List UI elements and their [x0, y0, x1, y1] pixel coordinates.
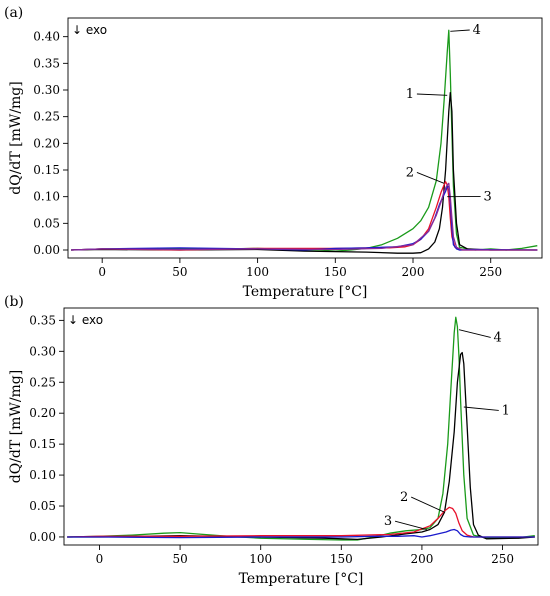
panel-b-x-axis-title: Temperature [°C] — [239, 571, 364, 587]
panel-a-x-tick-label: 200 — [402, 265, 425, 279]
panel-a-series-3-line — [71, 185, 538, 251]
panel-a-y-tick-label: 0.30 — [33, 83, 60, 97]
panel-a-label: (a) — [4, 5, 23, 21]
panel-b-y-tick-label: 0.35 — [29, 313, 56, 327]
panel-a-y-tick-label: 0.20 — [33, 136, 60, 150]
panel-b-y-tick-label: 0.20 — [29, 406, 56, 420]
panel-a-x-tick-label: 150 — [324, 265, 347, 279]
panel-b-curve-4-leader — [458, 329, 491, 338]
panel-a-series-extra-4-line — [71, 182, 538, 251]
panel-a-curve-4-leader — [450, 29, 470, 32]
panel-a-x-tick-label: 100 — [246, 265, 269, 279]
panel-b-plot-frame — [63, 307, 539, 546]
panel-a-x-tick-label: 50 — [172, 265, 187, 279]
panel-a-curve-4-label: 4 — [473, 23, 481, 38]
panel-a-curve-1-label: 1 — [406, 87, 414, 102]
panel-a-curve-2-leader — [416, 171, 445, 184]
panel-b-curve-2-leader — [410, 496, 445, 513]
panel-a-y-tick-label: 0.10 — [33, 190, 60, 204]
panel-a-plot-frame — [67, 17, 543, 259]
panel-b-y-tick-label: 0.25 — [29, 375, 56, 389]
panel-a-y-tick-label: 0.05 — [33, 216, 60, 230]
panel-a-y-tick-label: 0.25 — [33, 110, 60, 124]
panel-b-y-axis-title: dQ/dT [mW/mg] — [8, 370, 24, 483]
panel-b-series-4-line — [67, 316, 535, 541]
panel-b-y-tick-label: 0.15 — [29, 437, 56, 451]
panel-a-exo-annotation: ↓ exo — [72, 23, 107, 37]
panel-a-series-4-line — [71, 29, 538, 252]
panel-a-y-tick-label: 0.40 — [33, 30, 60, 44]
panel-b-curve-1-leader — [463, 406, 499, 411]
panel-a-y-tick-label: 0.00 — [33, 243, 60, 257]
panel-a-series-1-line — [71, 92, 538, 254]
panel-a-x-axis-title: Temperature [°C] — [243, 284, 368, 300]
panel-a-x-tick-label: 250 — [479, 265, 502, 279]
panel-b-label: (b) — [4, 294, 24, 310]
panel-b-series-1-line — [67, 351, 535, 541]
panel-b-curve-1-label: 1 — [502, 403, 510, 418]
panel-b-y-tick-label: 0.00 — [29, 530, 56, 544]
panel-a-series-2-line — [71, 181, 538, 251]
panel-b-curve-4-label: 4 — [494, 330, 502, 345]
panel-b-x-tick-label: 250 — [491, 552, 514, 566]
panel-b-x-tick-label: 100 — [249, 552, 272, 566]
panel-a-x-tick-label: 0 — [98, 265, 106, 279]
panel-b-x-tick-label: 200 — [410, 552, 433, 566]
panel-b-series-3-line — [67, 528, 535, 539]
panel-a-curve-3-label: 3 — [483, 189, 491, 204]
panel-a-y-tick-label: 0.15 — [33, 163, 60, 177]
panel-b-y-tick-label: 0.10 — [29, 468, 56, 482]
panel-b-exo-annotation: ↓ exo — [68, 313, 103, 327]
panel-a-curve-1-leader — [416, 93, 448, 96]
panel-a-curve-2-label: 2 — [406, 165, 414, 180]
panel-b-y-tick-label: 0.05 — [29, 499, 56, 513]
panel-b-curve-3-leader — [394, 520, 427, 530]
panel-b-series-2-line — [67, 506, 535, 538]
panel-b-y-tick-label: 0.30 — [29, 344, 56, 358]
panel-b-x-tick-label: 0 — [96, 552, 104, 566]
panel-b-x-tick-label: 150 — [330, 552, 353, 566]
panel-b-curve-3-label: 3 — [384, 514, 392, 529]
panel-b-x-tick-label: 50 — [172, 552, 187, 566]
panel-a-y-tick-label: 0.35 — [33, 56, 60, 70]
panel-b-curve-2-label: 2 — [400, 490, 408, 505]
panel-a-y-axis-title: dQ/dT [mW/mg] — [8, 81, 24, 194]
